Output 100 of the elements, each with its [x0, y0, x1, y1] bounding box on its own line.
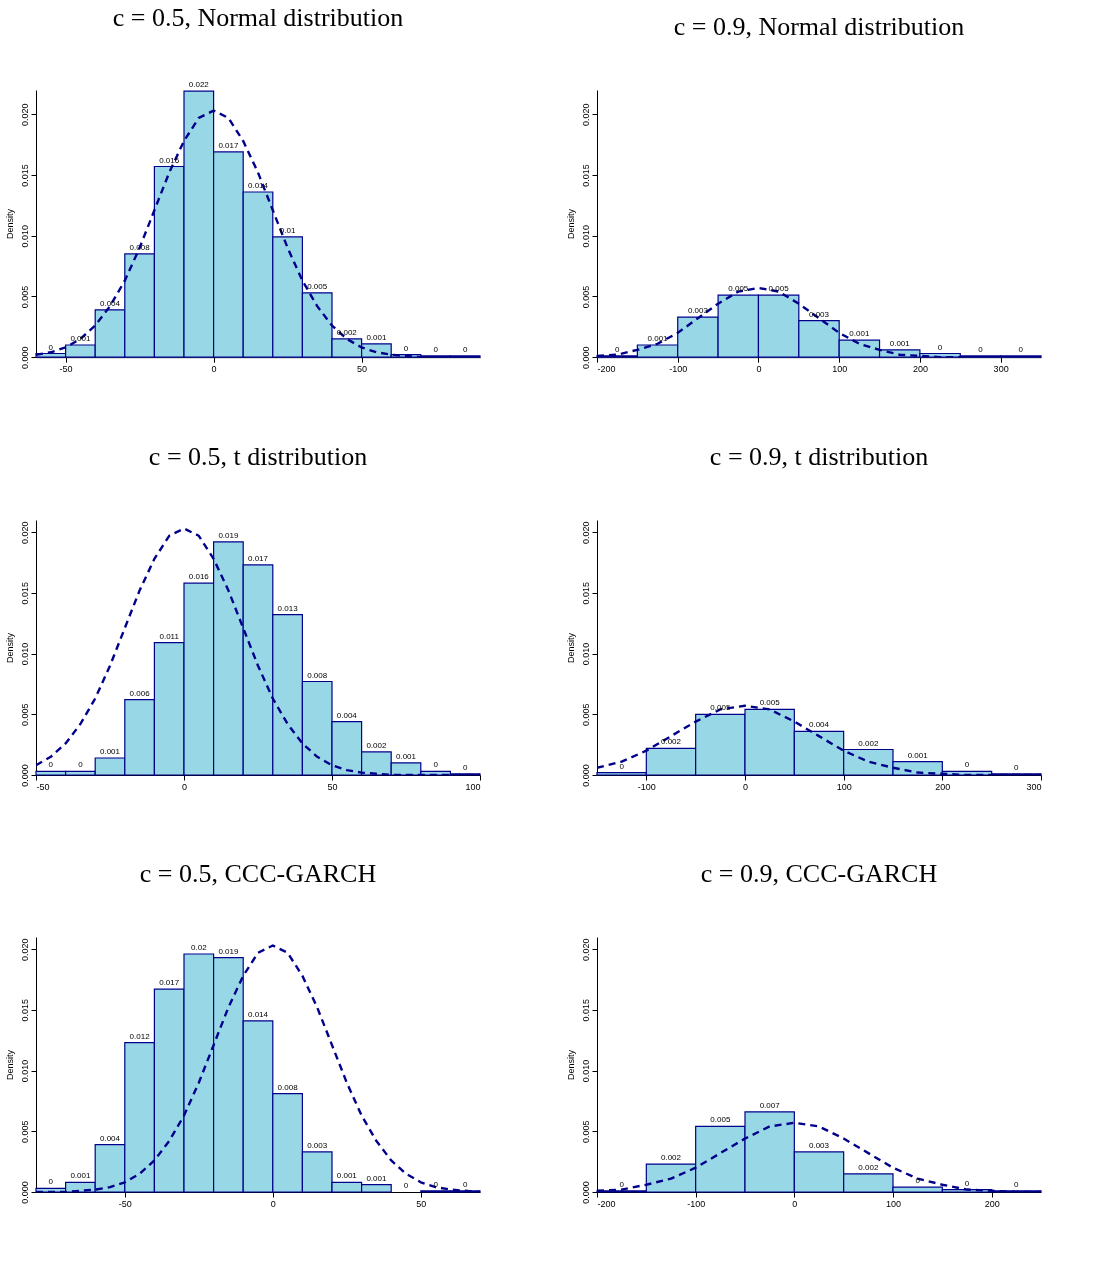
- data-label: 0.006: [129, 688, 151, 698]
- data-label: 0: [964, 1178, 970, 1188]
- chart-title: c = 0.9, t distribution: [709, 442, 929, 471]
- y-tick-label: 0.005: [19, 1120, 30, 1144]
- data-label: 0.001: [366, 332, 387, 342]
- data-label: 0: [915, 1176, 921, 1186]
- y-tick-label: 0.010: [580, 642, 591, 666]
- data-label: 0: [48, 1177, 54, 1187]
- x-tick-label: 200: [984, 1198, 1000, 1209]
- data-label: 0.008: [129, 242, 151, 252]
- y-tick-label: 0.015: [19, 582, 30, 605]
- data-label: 0.013: [277, 603, 299, 613]
- data-label: 0.007: [759, 1100, 781, 1110]
- data-label: 0.011: [159, 631, 180, 641]
- data-label: 0: [1014, 762, 1020, 772]
- x-tick-label: 100: [832, 363, 848, 374]
- x-tick-label: 100: [885, 1198, 902, 1209]
- y-tick-label: 0.000: [580, 346, 591, 369]
- y-tick-label: 0.000: [19, 764, 30, 787]
- x-tick-label: 50: [416, 1198, 427, 1209]
- data-label: 0.001: [907, 750, 929, 760]
- chart-title: c = 0.5, Normal distribution: [112, 3, 404, 33]
- y-tick-label: 0.015: [19, 999, 30, 1022]
- x-tick-label: 50: [327, 781, 338, 792]
- chart-title: c = 0.9, CCC-GARCH: [700, 859, 938, 888]
- data-label: 0: [403, 343, 409, 353]
- x-tick-label: -100: [687, 1198, 706, 1209]
- y-tick-label: 0.015: [580, 164, 591, 187]
- x-tick-label: 0: [270, 1198, 276, 1209]
- data-label: 0.005: [710, 703, 731, 713]
- x-tick-label: 100: [465, 781, 481, 792]
- x-tick-label: 100: [836, 781, 852, 792]
- data-label: 0.005: [307, 281, 328, 291]
- x-tick-label: -100: [669, 363, 688, 374]
- data-label: 0.02: [191, 943, 208, 952]
- data-label: 0.002: [660, 737, 682, 747]
- y-axis-title: Density: [565, 208, 576, 240]
- data-label: 0.008: [307, 670, 328, 680]
- data-label: 0: [619, 1179, 625, 1189]
- data-label: 0: [619, 761, 625, 771]
- y-tick-label: 0.020: [580, 103, 591, 127]
- data-label: 0: [48, 760, 54, 770]
- y-tick-label: 0.020: [19, 938, 30, 961]
- x-tick-label: 300: [1026, 781, 1042, 792]
- y-tick-label: 0.000: [580, 1181, 591, 1204]
- data-label: 0.004: [99, 1133, 121, 1143]
- y-axis-title: Density: [565, 1049, 576, 1081]
- data-label: 0: [433, 760, 439, 770]
- data-label: 0.014: [247, 181, 269, 190]
- data-label: 0.001: [647, 334, 669, 343]
- y-tick-label: 0.020: [580, 938, 591, 961]
- data-label: 0.019: [218, 946, 239, 956]
- data-label: 0.001: [366, 1173, 387, 1183]
- y-tick-label: 0.015: [19, 164, 30, 187]
- y-tick-label: 0.010: [19, 642, 30, 666]
- data-label: 0: [462, 762, 468, 772]
- y-tick-label: 0.020: [580, 521, 591, 544]
- x-tick-label: 0: [742, 781, 749, 792]
- data-label: 0: [433, 344, 439, 354]
- data-label: 0.014: [247, 1009, 269, 1019]
- x-tick-label: 0: [211, 363, 217, 374]
- data-label: 0.002: [366, 740, 387, 750]
- y-tick-label: 0.005: [580, 703, 591, 727]
- x-tick-label: -50: [36, 781, 50, 792]
- data-label: 0.003: [687, 306, 709, 316]
- x-tick-label: -200: [597, 363, 616, 374]
- data-label: 0.001: [336, 1171, 358, 1181]
- data-label: 0.008: [277, 1082, 299, 1092]
- data-label: 0: [1014, 1179, 1020, 1189]
- data-label: 0.017: [247, 553, 269, 563]
- x-tick-label: 50: [357, 363, 368, 374]
- data-label: 0.002: [336, 327, 358, 337]
- x-tick-label: 300: [993, 363, 1009, 374]
- data-label: 0.004: [336, 710, 358, 720]
- x-tick-label: 200: [912, 363, 928, 374]
- y-tick-label: 0.005: [580, 285, 591, 309]
- x-tick-label: 200: [935, 781, 951, 792]
- data-label: 0: [964, 760, 970, 770]
- data-label: 0: [433, 1179, 439, 1189]
- data-label: 0.005: [768, 284, 790, 294]
- y-tick-label: 0.020: [19, 521, 30, 544]
- data-label: 0: [403, 1181, 409, 1190]
- x-tick-label: -50: [118, 1198, 132, 1209]
- data-label: 0.003: [307, 1140, 328, 1150]
- data-label: 0.001: [99, 747, 121, 756]
- data-label: 0.017: [159, 978, 180, 988]
- y-tick-label: 0.015: [580, 999, 591, 1022]
- data-label: 0.001: [849, 329, 870, 339]
- data-label: 0.001: [70, 334, 91, 343]
- y-tick-label: 0.000: [19, 1181, 30, 1204]
- y-tick-label: 0.005: [19, 703, 30, 727]
- y-tick-label: 0.010: [19, 224, 30, 248]
- data-label: 0: [614, 344, 620, 354]
- x-tick-label: 0: [792, 1198, 798, 1209]
- data-label: 0: [462, 344, 468, 354]
- y-tick-label: 0.000: [19, 346, 30, 369]
- data-label: 0.019: [218, 530, 239, 540]
- data-label: 0.001: [889, 338, 911, 348]
- data-label: 0.017: [218, 140, 239, 150]
- data-label: 0: [1018, 344, 1024, 354]
